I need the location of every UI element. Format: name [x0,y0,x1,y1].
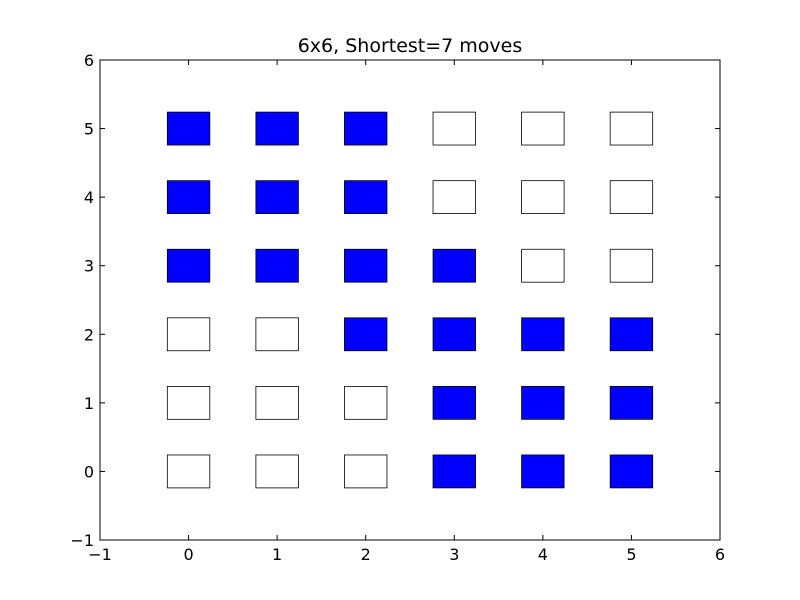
x-tick-labels: −1 0 1 2 3 4 5 6 [88,545,725,564]
x-tick-label: 0 [183,545,193,564]
grid-cell-0-4-filled [166,180,211,215]
grid-cell-5-3-empty [609,248,654,283]
grid-cell-4-0-filled [521,454,565,489]
y-tick-label: 1 [84,394,94,413]
grid-cell-1-2-empty [255,317,299,352]
y-tick-label: −1 [70,531,94,550]
grid-cell-5-1-filled [609,385,654,420]
grid-cell-3-3-filled [432,248,476,283]
grid-cell-3-1-filled [432,385,476,420]
y-tick-labels: −1 0 1 2 3 4 5 6 [70,51,94,550]
y-tick-label: 5 [84,120,94,139]
y-tick-label: 3 [84,257,94,276]
grid-cell-5-0-filled [609,454,654,489]
grid-cell-2-0-empty [344,454,388,489]
y-tick-label: 6 [84,51,94,70]
x-tick-label: 5 [626,545,636,564]
grid-cell-0-1-empty [166,385,211,420]
grid-cell-2-2-filled [344,317,388,352]
x-tick-label: 6 [715,545,725,564]
grid-cell-5-5-empty [609,111,654,146]
grid-cell-1-0-empty [255,454,299,489]
grid-cell-3-2-filled [432,317,476,352]
x-tick-label: 1 [272,545,282,564]
x-tick-label: 3 [449,545,459,564]
grid-cell-3-5-empty [432,111,476,146]
grid-cell-4-4-empty [521,180,565,215]
grid-cell-0-0-empty [166,454,211,489]
grid-cell-5-4-empty [609,180,654,215]
grid-cell-1-1-empty [255,385,299,420]
grid-cell-4-1-filled [521,385,565,420]
y-tick-label: 4 [84,188,94,207]
grid-cell-5-2-filled [609,317,654,352]
x-tick-label: 2 [361,545,371,564]
grid-cell-2-5-filled [344,111,388,146]
grid-cell-4-2-filled [521,317,565,352]
grid-cell-3-0-filled [432,454,476,489]
grid-cell-3-4-empty [432,180,476,215]
x-tick-label: −1 [88,545,112,564]
grid-cell-2-1-empty [344,385,388,420]
grid-cell-2-4-filled [344,180,388,215]
chart-title: 6x6, Shortest=7 moves [298,35,523,57]
grid-cell-0-3-filled [166,248,211,283]
grid-cell-1-4-filled [255,180,299,215]
grid-cell-4-3-empty [521,248,565,283]
x-tick-label: 4 [538,545,548,564]
grid-cell-0-2-empty [166,317,211,352]
y-tick-label: 2 [84,325,94,344]
ticks-layer [99,59,721,541]
cells-layer [166,111,654,489]
grid-cell-1-3-filled [255,248,299,283]
grid-cell-0-5-filled [166,111,211,146]
grid-cell-4-5-empty [521,111,565,146]
grid-cell-1-5-filled [255,111,299,146]
y-tick-label: 0 [84,462,94,481]
grid-cell-2-3-filled [344,248,388,283]
